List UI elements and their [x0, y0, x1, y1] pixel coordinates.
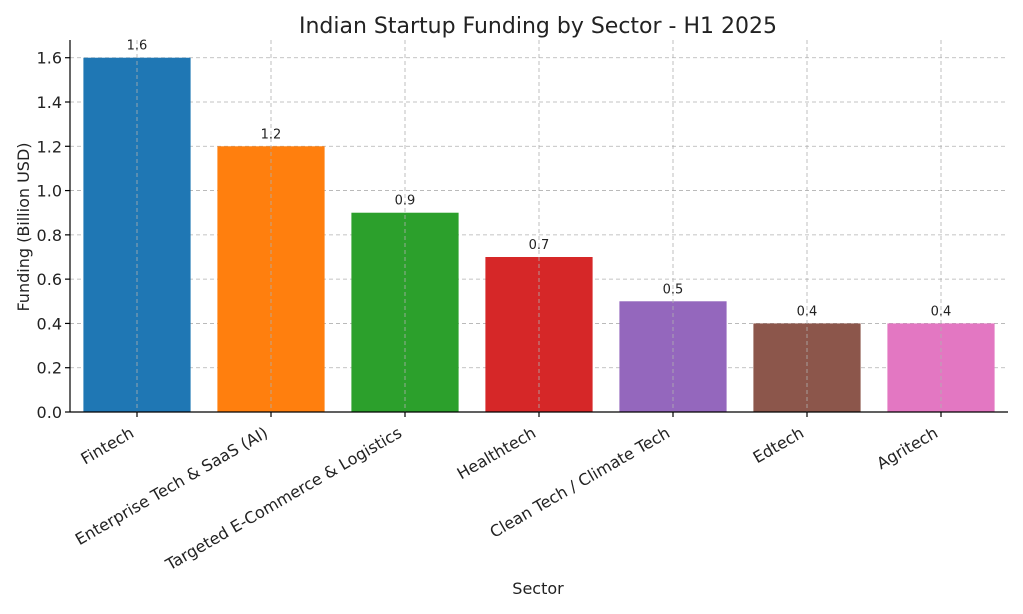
x-tick-label: Edtech [750, 423, 807, 467]
chart-title: Indian Startup Funding by Sector - H1 20… [299, 14, 777, 39]
x-tick-label: Targeted E-Commerce & Logistics [162, 423, 405, 575]
y-tick-label: 1.6 [37, 49, 62, 68]
bar [351, 212, 459, 412]
bar-value-label: 0.4 [931, 304, 952, 319]
y-tick-label: 0.4 [37, 314, 62, 333]
bar-value-label: 0.4 [797, 304, 818, 319]
y-tick-label: 1.2 [37, 137, 62, 156]
bar-value-label: 0.9 [395, 194, 416, 209]
y-tick-label: 1.0 [37, 182, 62, 201]
x-tick-label: Healthtech [454, 423, 539, 483]
x-tick-label: Agritech [873, 423, 941, 473]
x-axis-label: Sector [512, 579, 564, 598]
bar-value-label: 1.2 [261, 127, 282, 142]
x-tick-label: Fintech [78, 423, 137, 468]
y-tick-label: 0.2 [37, 359, 62, 378]
bar [83, 57, 191, 412]
y-tick-label: 0.0 [37, 403, 62, 422]
bar-value-label: 0.7 [529, 238, 550, 253]
bar-value-label: 0.5 [663, 282, 684, 297]
bar-value-label: 1.6 [127, 39, 148, 54]
axis-layer [65, 40, 1008, 417]
y-tick-label: 0.6 [37, 270, 62, 289]
y-tick-label: 1.4 [37, 93, 62, 112]
y-tick-label: 0.8 [37, 226, 62, 245]
y-axis-label: Funding (Billion USD) [14, 142, 33, 311]
